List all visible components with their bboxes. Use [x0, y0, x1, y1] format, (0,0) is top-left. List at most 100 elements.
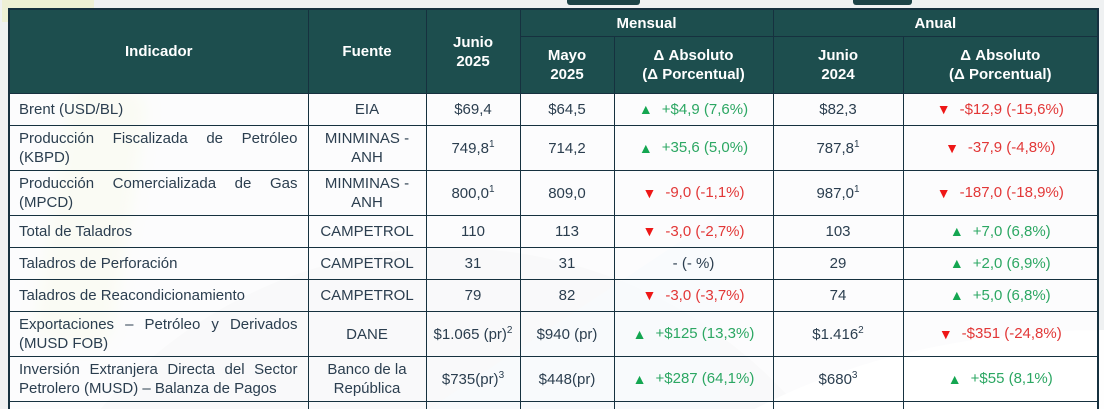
- value-mayo-2025: 31: [519, 247, 615, 280]
- source-name: Banco de la República: [327, 361, 407, 397]
- value-text: $940 (pr): [536, 325, 598, 343]
- value-text: 987,0: [816, 184, 854, 202]
- indicator-name-cell: Producción Fiscalizada de Petróleo (KBPD…: [8, 125, 309, 171]
- value-junio-2025: 3964: [425, 401, 521, 409]
- value-text: 31: [558, 255, 576, 272]
- delta-mensual: ▼ -3,0 (-3,7%): [642, 286, 744, 305]
- up-triangle-icon: ▲: [632, 325, 647, 342]
- source-cell: CAMPETROL: [307, 215, 427, 248]
- source-name: DANE: [346, 325, 388, 343]
- value-junio-2024: $82,3: [772, 93, 904, 126]
- value-junio-2025: $69,4: [425, 93, 521, 126]
- source-cell: ECOPETROL: [307, 401, 427, 409]
- source-cell: MINMINAS - ANH: [307, 125, 427, 171]
- delta-anual-cell: ▼ -$12,9 (-15,6%): [902, 93, 1099, 126]
- indicator-name-cell: Total de Taladros: [8, 215, 309, 248]
- table-row: Taladros de Perforación CAMPETROL 31 31 …: [8, 247, 1099, 280]
- indicator-name-cell: Exportaciones – Petróleo y Derivados (MU…: [8, 311, 309, 357]
- delta-text: +2,0 (6,9%): [972, 254, 1051, 272]
- indicator-name-cell: Brent (USD/BL): [8, 93, 309, 126]
- value-mayo-2025: 113: [519, 215, 615, 248]
- delta-mensual-cell: ▼ -3,0 (-3,7%): [613, 279, 774, 312]
- cropped-text-artifact-left: [567, 0, 640, 5]
- table-row: Exportaciones – Petróleo y Derivados (MU…: [8, 311, 1099, 357]
- source-cell: EIA: [307, 93, 427, 126]
- source-cell: CAMPETROL: [307, 247, 427, 280]
- header-mayo-2025: Mayo 2025: [519, 36, 615, 94]
- value-junio-2024: $6803: [772, 356, 904, 402]
- value-junio-2025: $735(pr)3: [425, 356, 521, 402]
- delta-anual: ▲ +2,0 (6,9%): [950, 254, 1051, 273]
- delta-mensual-cell: - (- %): [613, 247, 774, 280]
- footnote-marker: 2: [858, 324, 864, 336]
- footnote-marker: 3: [851, 369, 858, 381]
- delta-anual-cell: ▲ +5,0 (6,8%): [902, 279, 1099, 312]
- table-row: Total de Taladros CAMPETROL 110 113 ▼ -3…: [8, 215, 1099, 248]
- value-text: 29: [829, 255, 847, 272]
- value-mayo-2025: 714,2: [519, 125, 615, 171]
- up-triangle-icon: ▲: [638, 101, 653, 118]
- delta-anual-cell: ▲ +$55 (8,1%): [902, 356, 1099, 402]
- value-mayo-2025: $940 (pr): [519, 311, 615, 357]
- delta-mensual: - (- %): [673, 254, 715, 273]
- source-cell: CAMPETROL: [307, 279, 427, 312]
- delta-mensual-cell: ▼ -5,5 (-1,4%): [613, 401, 774, 409]
- indicator-name-cell: Inversión Extranjera Directa del Sector …: [8, 356, 309, 402]
- delta-text: -9,0 (-1,1%): [665, 184, 745, 202]
- header-fuente: Fuente: [307, 8, 427, 94]
- delta-mensual: ▲ +$287 (64,1%): [633, 369, 755, 388]
- source-name: MINMINAS - ANH: [324, 175, 410, 211]
- indicator-name-cell: Carga a refinerías (KBPD): [8, 401, 309, 409]
- value-mayo-2025: 809,0: [519, 170, 615, 216]
- up-triangle-icon: ▲: [949, 287, 964, 304]
- value-text: 800,0: [451, 184, 489, 202]
- footnote-marker: 1: [488, 138, 495, 150]
- delta-anual: ▼ -$351 (-24,8%): [939, 324, 1062, 343]
- down-triangle-icon: ▼: [936, 184, 951, 201]
- delta-text: -$351 (-24,8%): [961, 325, 1062, 343]
- delta-anual-cell: ▲ +7,0 (6,8%): [902, 215, 1099, 248]
- table-row: Carga a refinerías (KBPD) ECOPETROL 3964…: [8, 401, 1099, 409]
- delta-mensual-cell: ▲ +$4,9 (7,6%): [613, 93, 774, 126]
- header-group-mensual: Mensual: [519, 8, 774, 37]
- delta-text: +$4,9 (7,6%): [661, 100, 749, 118]
- delta-anual: ▼ -37,9 (-4,8%): [945, 138, 1055, 157]
- delta-mensual: ▲ +$125 (13,3%): [633, 324, 755, 343]
- source-name: MINMINAS - ANH: [324, 130, 410, 166]
- delta-text: +$125 (13,3%): [655, 325, 755, 343]
- up-triangle-icon: ▲: [947, 370, 962, 387]
- source-cell: Banco de la República: [307, 356, 427, 402]
- delta-anual: ▼ -187,0 (-18,9%): [937, 183, 1064, 202]
- sub-header-row: Mayo 2025 Δ Absoluto (Δ Porcentual) Juni…: [9, 36, 1099, 94]
- indicator-name: Taladros de Reacondicionamiento: [19, 287, 245, 304]
- indicator-name-cell: Producción Comercializada de Gas (MPCD): [8, 170, 309, 216]
- value-text: $1.416: [812, 325, 859, 343]
- header-delta-mensual: Δ Absoluto (Δ Porcentual): [613, 36, 774, 94]
- indicator-name: Total de Taladros: [19, 223, 133, 240]
- indicator-name: Brent (USD/BL): [19, 101, 124, 118]
- down-triangle-icon: ▼: [945, 139, 959, 156]
- down-triangle-icon: ▼: [938, 325, 953, 342]
- value-junio-2025: 31: [425, 247, 521, 280]
- delta-anual: ▲ +$55 (8,1%): [948, 369, 1053, 388]
- up-triangle-icon: ▲: [638, 139, 653, 156]
- delta-mensual: ▼ -3,0 (-2,7%): [642, 222, 744, 241]
- header-delta-anual: Δ Absoluto (Δ Porcentual): [902, 36, 1099, 94]
- value-text: 787,8: [816, 139, 854, 157]
- header-junio-2025: Junio 2025: [425, 8, 521, 94]
- delta-text: +5,0 (6,8%): [972, 286, 1051, 304]
- table-row: Taladros de Reacondicionamiento CAMPETRO…: [8, 279, 1099, 312]
- footnote-marker: 1: [854, 138, 860, 150]
- delta-anual: ▲ +5,0 (6,8%): [950, 286, 1051, 305]
- delta-mensual-cell: ▼ -9,0 (-1,1%): [613, 170, 774, 216]
- value-text: 749,8: [451, 139, 489, 157]
- table-row: Inversión Extranjera Directa del Sector …: [8, 356, 1099, 402]
- delta-anual-cell: ▼ -37,9 (-4,8%): [902, 125, 1099, 171]
- delta-mensual: ▲ +$4,9 (7,6%): [639, 100, 748, 119]
- table-row: Brent (USD/BL) EIA $69,4 $64,5 ▲ +$4,9 (…: [8, 93, 1099, 126]
- value-junio-2024: $1.4162: [772, 311, 904, 357]
- value-text: $735(pr): [441, 370, 499, 388]
- value-junio-2025: 79: [425, 279, 521, 312]
- delta-anual-cell: ▼ -$351 (-24,8%): [902, 311, 1099, 357]
